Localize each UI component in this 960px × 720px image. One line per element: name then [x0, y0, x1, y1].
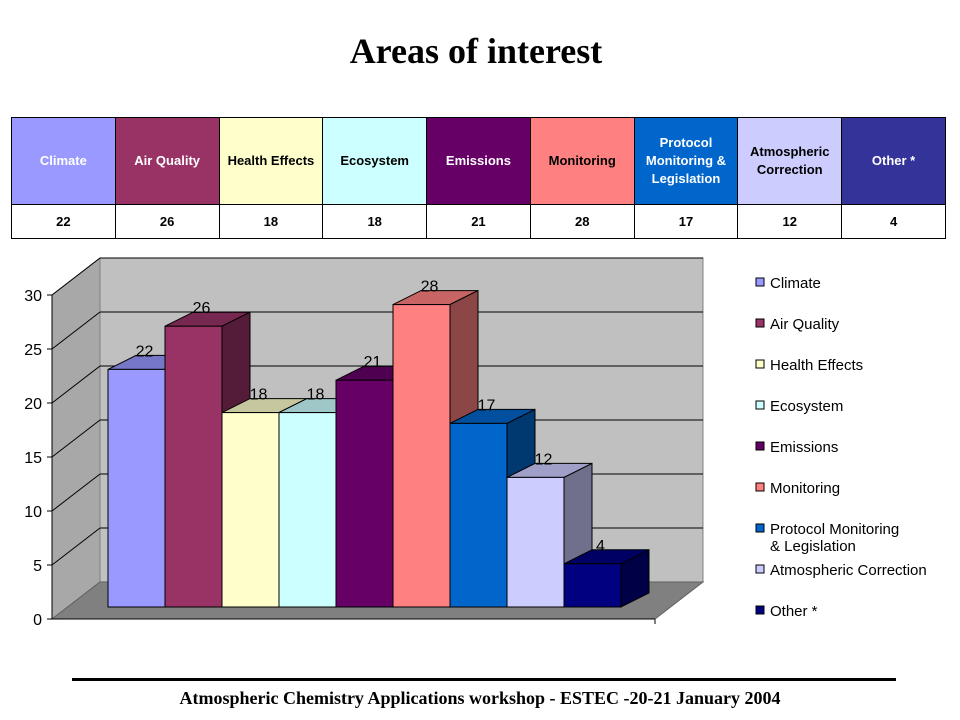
bar-value-label: 22	[136, 343, 154, 360]
y-tick-label: 25	[24, 342, 42, 359]
header-other: Other *	[841, 117, 946, 205]
y-tick-label: 5	[33, 558, 42, 575]
legend-swatch	[755, 318, 765, 328]
header-ecosystem: Ecosystem	[322, 117, 428, 205]
value-monitoring: 28	[529, 204, 635, 239]
bar-value-label: 26	[193, 300, 211, 317]
legend-label: Other *	[770, 603, 818, 620]
legend-label: Emissions	[770, 439, 838, 456]
bar-value-label: 18	[307, 387, 325, 404]
y-tick-label: 10	[24, 504, 42, 521]
header-health-effects: Health Effects	[218, 117, 324, 205]
summary-header-row: Climate Air Quality Health Effects Ecosy…	[11, 117, 946, 205]
y-tick-label: 0	[33, 612, 42, 629]
value-atmospheric-correction: 12	[737, 204, 843, 239]
y-tick-label: 30	[24, 288, 42, 305]
footer-caption: Atmospheric Chemistry Applications works…	[179, 688, 781, 708]
bar	[278, 412, 337, 608]
bar	[449, 422, 508, 608]
value-emissions: 21	[426, 204, 531, 239]
legend-label: & Legislation	[770, 538, 856, 555]
bar-chart: 0 5 10 15 20 25 30 22 26 18 18 21 28 17 12 4 Climate Air …	[24, 256, 927, 629]
legend-label: Climate	[770, 275, 821, 292]
header-monitoring: Monitoring	[529, 117, 635, 205]
legend-label: Monitoring	[770, 480, 840, 497]
legend-swatch	[755, 359, 765, 369]
bar	[563, 563, 622, 608]
grid-line-side	[51, 311, 101, 350]
bar	[164, 325, 223, 608]
grid-line-side	[51, 473, 101, 512]
value-other: 4	[841, 204, 946, 239]
bar	[221, 412, 280, 608]
header-climate: Climate	[11, 117, 116, 205]
legend-label: Ecosystem	[770, 398, 843, 415]
legend-swatch	[755, 605, 765, 615]
bar-value-label: 21	[364, 354, 382, 371]
bar-value-label: 17	[478, 397, 496, 414]
legend-label: Atmospheric Correction	[770, 562, 927, 579]
legend-label: Health Effects	[770, 357, 863, 374]
legend-swatch	[755, 400, 765, 410]
bar	[107, 368, 166, 608]
header-atmospheric-correction: Atmospheric Correction	[737, 117, 843, 205]
summary-table: Climate Air Quality Health Effects Ecosy…	[11, 117, 946, 239]
legend-label: Protocol Monitoring	[770, 521, 899, 538]
header-air-quality: Air Quality	[114, 117, 220, 205]
legend-swatch	[755, 441, 765, 451]
legend-label: Air Quality	[770, 316, 840, 333]
grid-line-side	[51, 527, 101, 566]
value-air-quality: 26	[114, 204, 220, 239]
y-tick-label: 20	[24, 396, 42, 413]
legend-swatch	[755, 482, 765, 492]
bar	[335, 379, 394, 608]
bar	[506, 476, 565, 608]
footer-rule	[72, 678, 896, 681]
bar-value-label: 18	[250, 387, 268, 404]
value-health-effects: 18	[218, 204, 324, 239]
bar-value-label: 12	[535, 451, 553, 468]
legend-swatch	[755, 277, 765, 287]
bar-value-label: 28	[421, 279, 439, 296]
grid-line-side	[51, 419, 101, 458]
grid-line-side	[51, 257, 101, 296]
grid-line-side	[51, 365, 101, 404]
value-protocol-monitoring: 17	[633, 204, 739, 239]
summary-value-row: 22 26 18 18 21 28 17 12 4	[11, 204, 946, 239]
legend-swatch	[755, 523, 765, 533]
bar	[392, 304, 451, 608]
header-emissions: Emissions	[426, 117, 531, 205]
value-ecosystem: 18	[322, 204, 428, 239]
page-title: Areas of interest	[349, 31, 603, 71]
y-tick-label: 15	[24, 450, 42, 467]
value-climate: 22	[11, 204, 116, 239]
legend-swatch	[755, 564, 765, 574]
header-protocol-monitoring: Protocol Monitoring & Legislation	[633, 117, 739, 205]
bar-value-label: 4	[596, 538, 605, 555]
